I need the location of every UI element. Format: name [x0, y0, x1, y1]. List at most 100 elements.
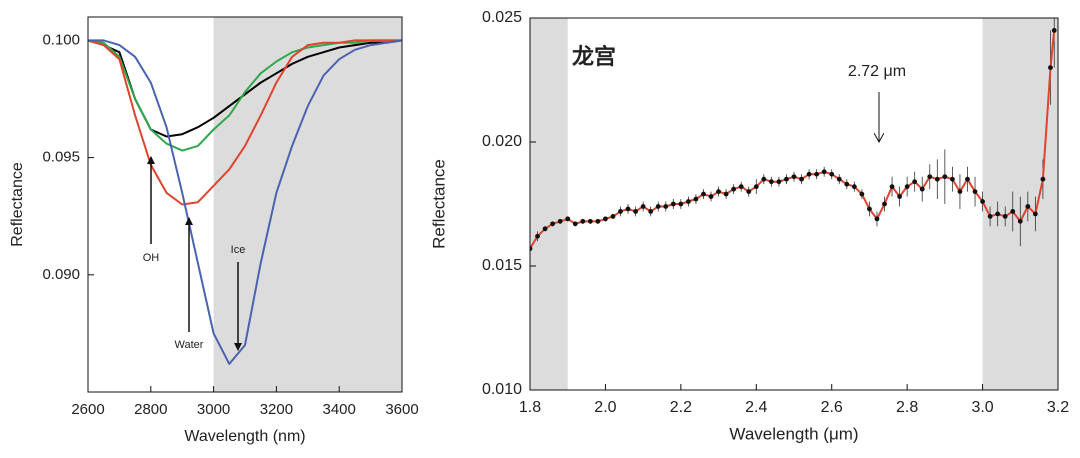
annotation: Water	[175, 339, 204, 351]
x-tick-label: 3.2	[1047, 399, 1069, 416]
point	[761, 176, 767, 182]
point	[904, 184, 910, 190]
point	[1040, 176, 1046, 182]
point	[1048, 65, 1053, 70]
point	[648, 209, 654, 214]
series-line	[88, 39, 402, 365]
point	[957, 189, 963, 195]
annotation: 2.72 μm	[848, 63, 906, 80]
point	[867, 206, 872, 212]
y-tick-label: 0.095	[42, 149, 80, 166]
x-tick-label: 3.0	[971, 399, 993, 416]
point	[972, 189, 978, 195]
point	[701, 191, 706, 197]
point	[799, 176, 804, 182]
point	[927, 174, 933, 180]
point	[1010, 209, 1016, 214]
point	[784, 176, 789, 182]
point	[821, 169, 827, 175]
point	[530, 246, 533, 252]
x-tick-label: 3600	[385, 401, 418, 418]
annotation: Ice	[231, 244, 246, 256]
point	[542, 226, 548, 232]
point	[987, 214, 993, 219]
point	[716, 189, 721, 195]
point	[572, 221, 578, 227]
y-axis-label: Reflectance	[9, 162, 26, 247]
series-line	[88, 39, 402, 152]
shaded-region	[530, 18, 568, 390]
x-axis-label: Wavelength (μm)	[729, 424, 858, 443]
x-tick-label: 3400	[323, 401, 356, 418]
point	[655, 204, 661, 209]
y-axis-label: Reflectance	[429, 159, 448, 249]
point	[980, 199, 985, 204]
point	[603, 216, 608, 222]
point	[723, 191, 729, 197]
y-tick-label: 0.100	[42, 31, 80, 48]
point	[791, 174, 797, 180]
y-tick-label: 0.015	[482, 257, 522, 274]
x-tick-label: 2.0	[594, 399, 616, 416]
y-tick-label: 0.010	[482, 381, 522, 398]
shaded-region	[213, 17, 402, 392]
point	[836, 176, 842, 182]
point	[776, 179, 782, 185]
point	[942, 174, 948, 180]
point	[587, 218, 593, 224]
point	[610, 214, 616, 219]
annotation: 龙宫	[572, 44, 616, 69]
y-tick-label: 0.025	[482, 9, 522, 26]
point	[618, 209, 623, 214]
point	[565, 216, 571, 222]
point	[738, 184, 744, 190]
point	[882, 201, 887, 207]
x-tick-label: 2.8	[896, 399, 918, 416]
point	[874, 216, 880, 222]
point	[1002, 214, 1008, 219]
point	[889, 184, 895, 190]
x-tick-label: 3200	[260, 401, 293, 418]
point	[663, 204, 669, 209]
point	[919, 186, 925, 192]
point	[829, 171, 835, 177]
x-axis-label: Wavelength (nm)	[184, 428, 305, 445]
point	[670, 201, 676, 207]
x-tick-label: 1.8	[519, 399, 541, 416]
x-tick-label: 2600	[71, 401, 104, 418]
point	[708, 194, 714, 199]
plots: 2600 2800 3000 3200 3400 3600 0.100 0.095 0.090 W…	[9, 9, 1069, 445]
point	[625, 206, 631, 212]
x-tick-label: 3000	[197, 401, 230, 418]
x-tick-label: 2.6	[821, 399, 843, 416]
point	[686, 199, 691, 204]
point	[1032, 211, 1038, 217]
point	[814, 171, 820, 177]
point	[1051, 28, 1057, 33]
plot-frame	[87, 16, 403, 393]
point	[731, 186, 737, 192]
point	[851, 184, 857, 190]
annotation: OH	[143, 252, 160, 264]
series-line	[88, 39, 402, 206]
point	[934, 176, 940, 182]
point	[746, 189, 752, 195]
x-tick-label: 2.2	[670, 399, 692, 416]
series-group	[530, 18, 1057, 254]
point	[753, 184, 759, 190]
point	[844, 181, 850, 187]
point	[768, 179, 774, 185]
point	[995, 211, 1001, 217]
point	[693, 196, 699, 202]
point	[950, 176, 955, 182]
point	[640, 204, 646, 209]
annotations: OH Water Ice 龙宫 2.72 μm	[143, 44, 906, 351]
point	[859, 191, 865, 197]
point	[550, 221, 556, 227]
point	[535, 233, 540, 239]
point	[1017, 218, 1023, 224]
series-group	[88, 39, 402, 365]
point	[1025, 204, 1031, 209]
